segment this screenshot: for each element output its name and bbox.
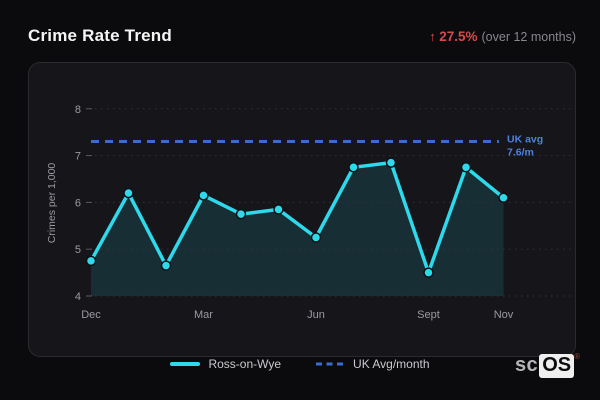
- y-tick-label: 7: [75, 151, 81, 163]
- trend-percentage: 27.5%: [439, 29, 478, 44]
- dashed-line-swatch-icon: [316, 362, 346, 366]
- x-tick-label: Mar: [194, 309, 213, 321]
- y-axis-title: Crimes per 1,000: [46, 163, 58, 244]
- area-fill: [91, 162, 504, 296]
- logo-text-sc: sc: [514, 354, 539, 376]
- data-point-feb[interactable]: [160, 260, 172, 271]
- data-point-apr[interactable]: [235, 208, 247, 220]
- solid-line-swatch-icon: [170, 362, 201, 366]
- data-point-mar[interactable]: [198, 190, 209, 201]
- legend-item-uk-avg[interactable]: UK Avg/month: [315, 357, 430, 371]
- uk-avg-label: UK avg: [507, 134, 543, 146]
- data-point-may[interactable]: [273, 204, 284, 215]
- data-point-dec[interactable]: [85, 255, 97, 267]
- data-point-jul[interactable]: [348, 162, 359, 173]
- y-tick-label: 4: [75, 291, 81, 303]
- data-point-aug[interactable]: [385, 157, 397, 168]
- legend-label-ross-on-wye: Ross-on-Wye: [208, 357, 282, 371]
- crime-rate-line: [89, 160, 506, 275]
- data-point-sept[interactable]: [423, 267, 434, 278]
- x-tick-label: Dec: [81, 309, 101, 321]
- legend-item-ross-on-wye[interactable]: Ross-on-Wye: [170, 357, 281, 371]
- trend-stat: ↑ 27.5% (over 12 months): [429, 29, 576, 44]
- x-tick-label: Nov: [494, 309, 514, 321]
- trend-period-note: (over 12 months): [481, 30, 576, 44]
- trend-up-arrow-icon: ↑: [429, 29, 436, 44]
- y-tick-label: 5: [75, 244, 81, 256]
- y-tick-label: 6: [75, 197, 81, 209]
- page-title: Crime Rate Trend: [28, 26, 172, 45]
- data-point-nov[interactable]: [498, 192, 509, 203]
- chart-legend: Ross-on-Wye UK Avg/month: [0, 355, 600, 373]
- scos-logo: sc OS ®: [514, 352, 580, 378]
- registered-trademark-icon: ®: [574, 352, 580, 361]
- x-tick-label: Jun: [307, 309, 325, 321]
- data-point-oct[interactable]: [460, 162, 472, 173]
- legend-label-uk-avg: UK Avg/month: [353, 357, 430, 371]
- data-point-jun[interactable]: [310, 232, 322, 243]
- y-tick-label: 8: [75, 104, 81, 116]
- chart-card: 4 5 6 7 8 Crimes per 1,000 UK avg 7.6/m Dec Mar Ju…: [28, 62, 576, 357]
- data-point-jan[interactable]: [123, 187, 134, 199]
- uk-avg-value-label: 7.6/m: [507, 147, 534, 159]
- x-tick-label: Sept: [417, 309, 440, 321]
- logo-badge-os: OS: [539, 354, 575, 378]
